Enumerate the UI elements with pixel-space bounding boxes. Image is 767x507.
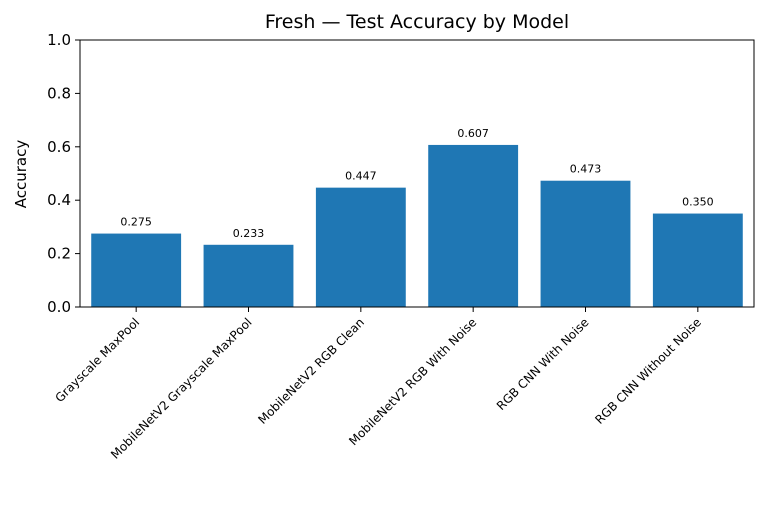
bar-2 bbox=[315, 187, 406, 307]
y-tick-label-2: 0.4 bbox=[47, 191, 71, 209]
data-label-1: 0.233 bbox=[233, 227, 265, 240]
data-label-0: 0.275 bbox=[120, 216, 152, 229]
x-tick-label-4: RGB CNN With Noise bbox=[494, 315, 592, 413]
data-labels-group: 0.275 0.233 0.447 0.607 0.473 0.350 bbox=[120, 127, 713, 240]
data-label-3: 0.607 bbox=[457, 127, 489, 140]
x-tick-label-0: Grayscale MaxPool bbox=[52, 315, 142, 405]
y-axis-label: Accuracy bbox=[12, 140, 30, 209]
plot-frame bbox=[79, 39, 755, 308]
data-label-2: 0.447 bbox=[345, 170, 377, 183]
y-tick-label-1: 0.2 bbox=[47, 245, 71, 263]
y-tick-label-5: 1.0 bbox=[47, 31, 71, 49]
x-tick-label-3: MobileNetV2 RGB With Noise bbox=[346, 315, 479, 448]
bar-3 bbox=[428, 144, 519, 307]
bar-1 bbox=[203, 244, 294, 307]
chart-title: Fresh — Test Accuracy by Model bbox=[265, 11, 569, 33]
bars-group bbox=[91, 144, 743, 307]
bar-5 bbox=[652, 213, 743, 307]
y-axis-ticks: 0.0 0.2 0.4 0.6 0.8 1.0 bbox=[47, 31, 80, 316]
y-tick-label-3: 0.6 bbox=[47, 138, 71, 156]
bar-0 bbox=[91, 233, 182, 307]
data-label-5: 0.350 bbox=[682, 196, 714, 209]
data-label-4: 0.473 bbox=[570, 163, 602, 176]
x-tick-label-2: MobileNetV2 RGB Clean bbox=[255, 315, 367, 427]
bar-4 bbox=[540, 180, 631, 307]
x-tick-label-5: RGB CNN Without Noise bbox=[592, 315, 704, 427]
y-tick-label-0: 0.0 bbox=[47, 298, 71, 316]
y-tick-label-4: 0.8 bbox=[47, 84, 71, 102]
